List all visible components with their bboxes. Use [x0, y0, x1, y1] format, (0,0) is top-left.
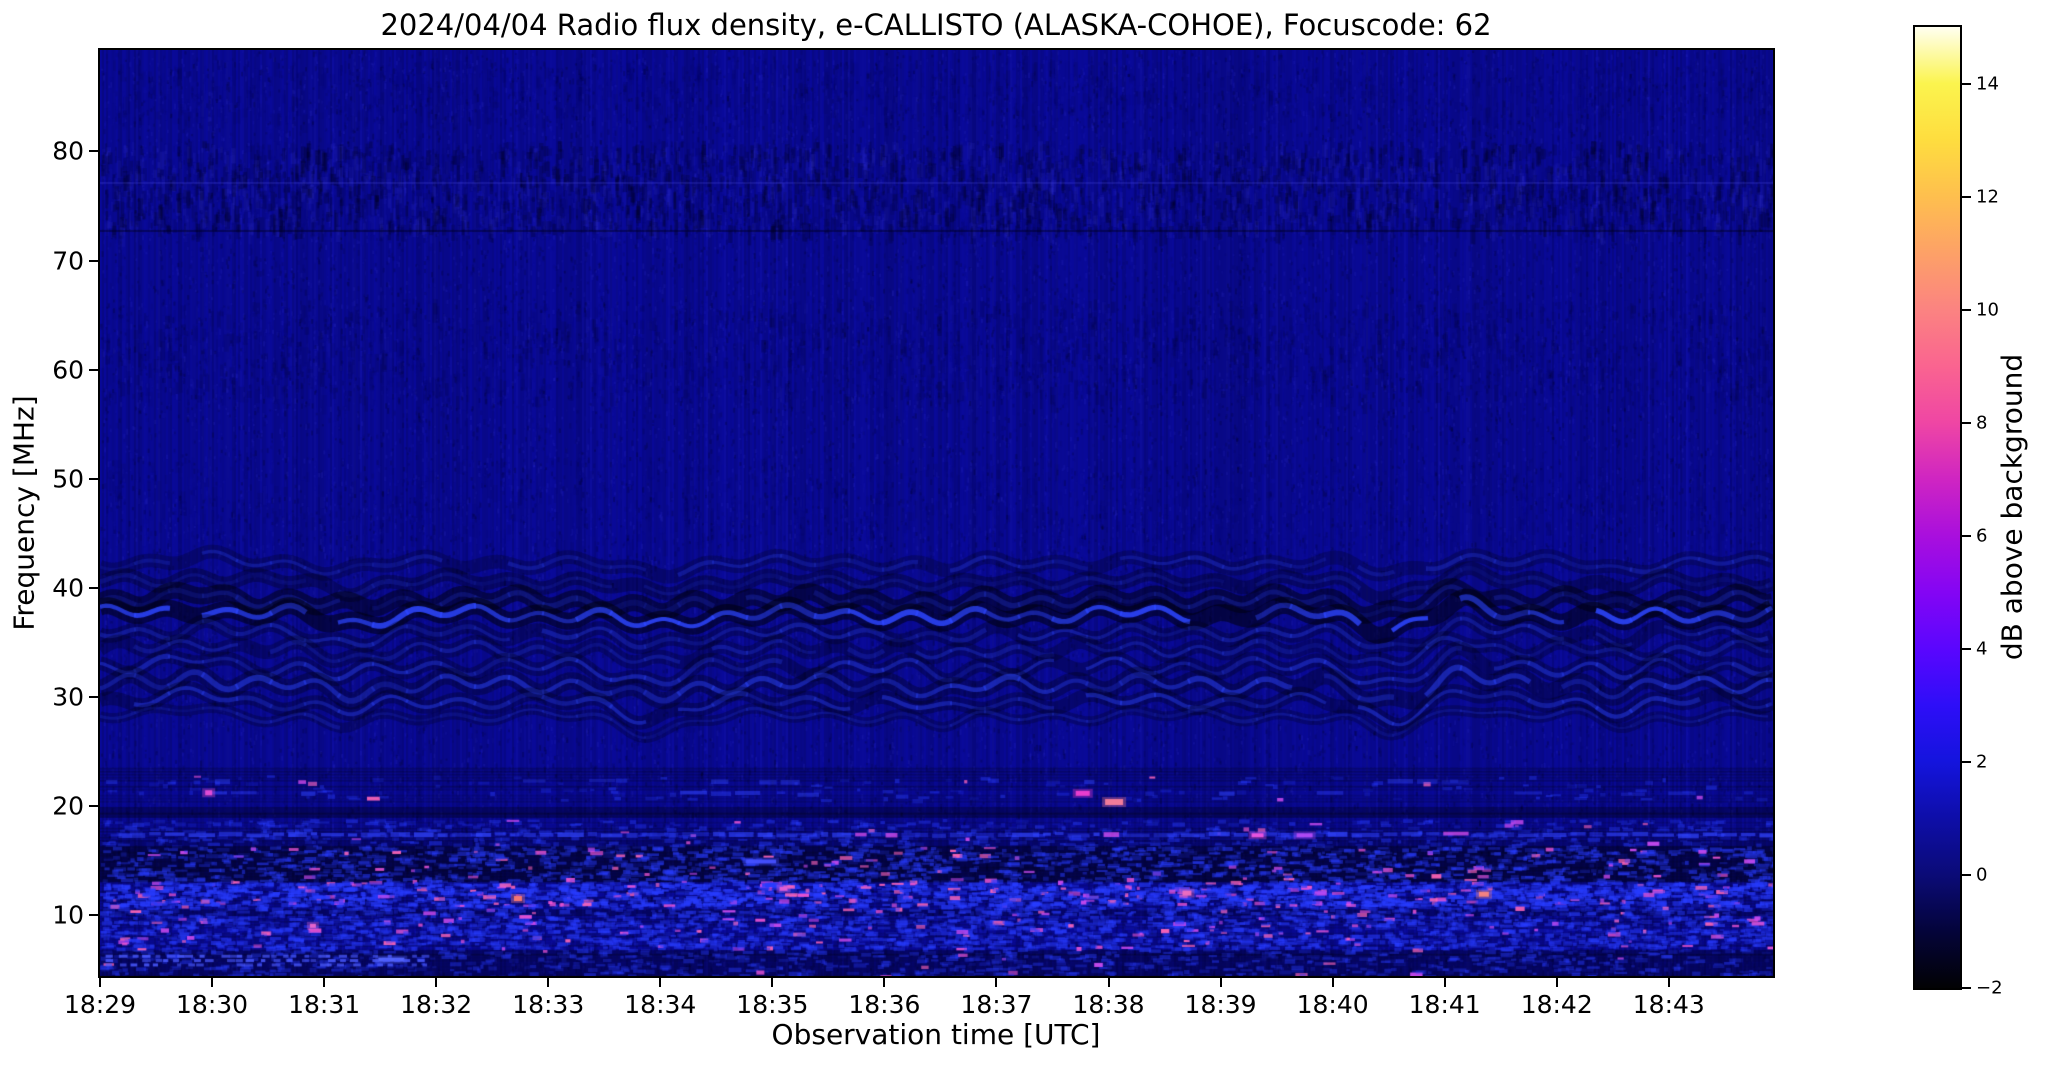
x-tick-mark — [547, 978, 550, 987]
x-axis-label: Observation time [UTC] — [771, 1018, 1101, 1051]
colorbar-label: dB above background — [1995, 353, 2029, 661]
colorbar-tick-label: 2 — [1976, 751, 1988, 773]
y-tick-mark — [89, 368, 98, 371]
x-tick-mark — [771, 978, 774, 987]
x-tick-mark — [1555, 978, 1558, 987]
colorbar-tick-mark — [1962, 421, 1971, 424]
x-tick-mark — [659, 978, 662, 987]
colorbar-tick-label: 4 — [1976, 638, 1988, 660]
colorbar-tick-mark — [1962, 987, 1971, 989]
colorbar-tick-mark — [1962, 760, 1971, 763]
y-tick-label: 60 — [52, 355, 84, 385]
colorbar-tick-mark — [1962, 195, 1971, 198]
x-tick-mark — [883, 978, 886, 987]
y-tick-label: 30 — [52, 682, 84, 712]
x-tick-label: 18:43 — [1632, 990, 1705, 1019]
x-tick-label: 18:38 — [1072, 990, 1145, 1019]
x-tick-label: 18:37 — [960, 990, 1033, 1019]
y-tick-label: 10 — [52, 900, 84, 930]
colorbar-tick-mark — [1962, 873, 1971, 876]
colorbar-tick-label: 14 — [1976, 73, 1999, 95]
x-tick-mark — [99, 978, 101, 987]
spectrogram-canvas — [100, 50, 1773, 976]
y-tick-mark — [89, 477, 98, 480]
x-tick-mark — [1667, 978, 1670, 987]
x-tick-mark — [995, 978, 998, 987]
x-tick-mark — [1331, 978, 1334, 987]
y-tick-label: 70 — [52, 246, 84, 275]
y-tick-label: 50 — [52, 464, 84, 494]
colorbar — [1913, 25, 1962, 990]
colorbar-tick-label: 0 — [1976, 864, 1988, 886]
y-tick-mark — [89, 150, 98, 153]
colorbar-tick-label: −2 — [1976, 977, 2003, 999]
colorbar-tick-mark — [1962, 534, 1971, 537]
x-tick-label: 18:33 — [512, 990, 585, 1019]
colorbar-tick-label: 8 — [1976, 412, 1988, 434]
colorbar-tick-label: 10 — [1976, 299, 1999, 321]
x-tick-mark — [211, 978, 214, 987]
x-tick-mark — [1219, 978, 1222, 987]
x-tick-mark — [323, 978, 326, 987]
y-tick-mark — [89, 586, 98, 589]
chart-title: 2024/04/04 Radio flux density, e-CALLIST… — [380, 8, 1492, 42]
y-tick-label: 80 — [52, 136, 84, 166]
y-tick-mark — [89, 804, 98, 807]
x-tick-label: 18:35 — [736, 990, 809, 1019]
x-tick-label: 18:30 — [176, 990, 249, 1019]
y-tick-label: 20 — [52, 791, 84, 821]
y-tick-mark — [89, 695, 98, 698]
x-tick-label: 18:39 — [1184, 990, 1257, 1019]
x-tick-label: 18:42 — [1520, 990, 1593, 1019]
y-tick-mark — [89, 913, 98, 916]
y-tick-label: 40 — [52, 573, 84, 603]
x-tick-mark — [1107, 978, 1110, 987]
y-tick-mark — [89, 259, 98, 262]
x-tick-label: 18:41 — [1408, 990, 1481, 1019]
x-tick-label: 18:34 — [624, 990, 697, 1019]
x-tick-label: 18:29 — [63, 990, 137, 1019]
x-tick-mark — [1443, 978, 1446, 987]
x-tick-mark — [435, 978, 438, 987]
colorbar-tick-label: 6 — [1976, 525, 1988, 547]
x-tick-label: 18:36 — [848, 990, 921, 1019]
colorbar-tick-mark — [1962, 647, 1971, 650]
plot-area — [98, 48, 1775, 978]
x-tick-label: 18:31 — [288, 990, 361, 1019]
colorbar-tick-label: 12 — [1976, 186, 1999, 208]
x-tick-label: 18:40 — [1296, 990, 1369, 1019]
colorbar-tick-mark — [1962, 308, 1971, 311]
colorbar-tick-mark — [1962, 82, 1971, 85]
x-tick-label: 18:32 — [400, 990, 473, 1019]
